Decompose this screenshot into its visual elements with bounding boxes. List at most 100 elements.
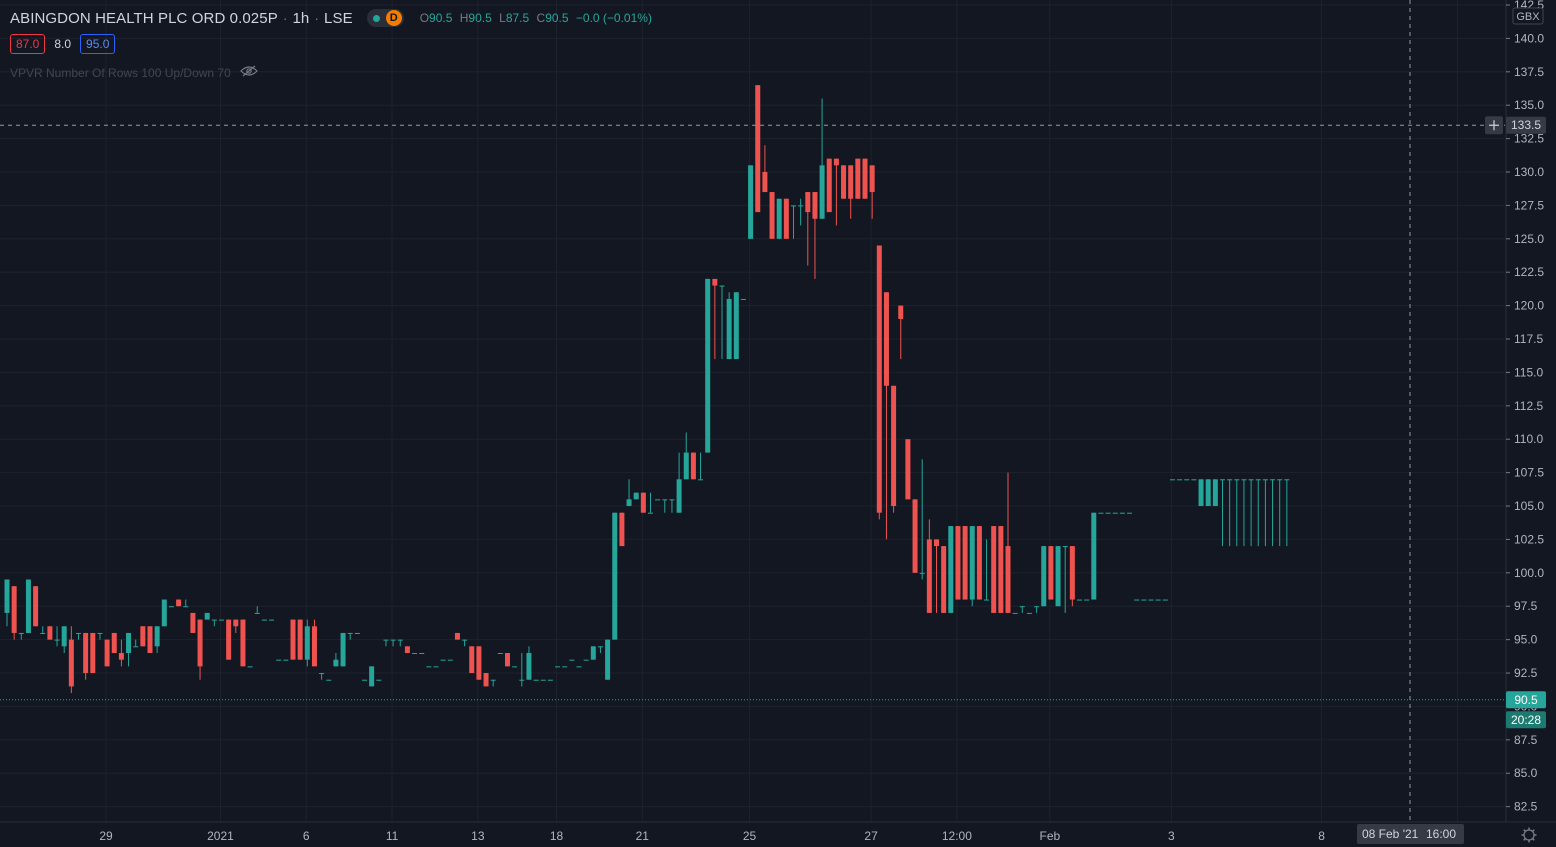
candle [540, 679, 546, 681]
candle [1119, 512, 1125, 514]
candle-body [648, 512, 653, 514]
price-tick-label: 137.5 [1514, 65, 1544, 79]
candle-body [733, 292, 739, 360]
candle-body [261, 619, 267, 621]
ask-price[interactable]: 95.0 [80, 34, 116, 54]
indicator-label[interactable]: VPVR Number Of Rows 100 Up/Down 70 [10, 65, 231, 80]
candle [712, 278, 718, 360]
candle [176, 599, 182, 607]
candle [283, 659, 289, 661]
last-price-tag-bg [1506, 691, 1546, 709]
candle [97, 632, 103, 640]
candle [719, 285, 725, 360]
high-value: 90.5 [468, 11, 492, 25]
candle-body [404, 646, 410, 653]
candle-body [269, 619, 275, 621]
price-axis[interactable]: 82.585.087.590.092.595.097.5100.0102.510… [1505, 0, 1556, 822]
candle-body [626, 499, 632, 507]
candle [347, 632, 353, 640]
candle-body [104, 639, 110, 667]
gear-tooth [1532, 838, 1535, 841]
price-tick-label: 92.5 [1514, 666, 1538, 680]
candle [605, 639, 611, 680]
candle-body [898, 305, 904, 319]
candle [1255, 479, 1261, 547]
currency-box[interactable] [1512, 7, 1544, 25]
candle [447, 659, 453, 661]
candle-body [848, 165, 854, 199]
candle [419, 652, 425, 654]
candle-body [97, 632, 103, 634]
candle-body [698, 479, 704, 481]
candle-body [276, 659, 282, 661]
candle [290, 619, 296, 660]
candle-body [526, 652, 532, 680]
candle [397, 639, 403, 647]
interval-label[interactable]: 1h [292, 9, 310, 27]
candle [769, 192, 775, 239]
candle-body [569, 659, 575, 661]
price-tick-label: 117.5 [1514, 332, 1543, 346]
candle-body [454, 632, 460, 640]
indicator-legend[interactable]: VPVR Number Of Rows 100 Up/Down 70 [10, 65, 258, 80]
eye-crossed-icon[interactable] [239, 65, 258, 80]
candle [1220, 479, 1225, 547]
time-tick-label: 8 [1318, 829, 1325, 843]
settings-gear-icon[interactable] [1521, 827, 1537, 843]
candle-body [54, 639, 60, 641]
candle [1005, 472, 1011, 613]
candle [969, 526, 975, 607]
candle-body [612, 512, 618, 640]
candle [905, 439, 911, 500]
candle-body [805, 192, 811, 213]
candle-body [1069, 546, 1075, 600]
crosshair [0, 0, 1505, 822]
exchange-label[interactable]: LSE [324, 9, 353, 27]
candle-body [798, 205, 804, 207]
candle [33, 586, 39, 627]
candle [984, 539, 990, 601]
add-alert-plus-icon[interactable] [1485, 116, 1503, 135]
candle [1041, 546, 1047, 607]
candle [333, 652, 339, 667]
candle-body [319, 673, 325, 675]
candle [791, 205, 796, 239]
candle-body [1019, 606, 1025, 608]
candle-body [841, 165, 847, 199]
time-tick-label: 13 [471, 829, 485, 843]
candle-body [1169, 479, 1175, 481]
candle-body [934, 539, 939, 547]
candle [862, 158, 868, 199]
symbol-name[interactable]: ABINGDON HEALTH PLC ORD 0.025P [10, 9, 278, 27]
gear-tooth [1532, 829, 1535, 832]
candle [1227, 479, 1233, 547]
candle-body [919, 572, 925, 574]
candle [569, 659, 575, 661]
candle [497, 652, 503, 654]
market-status[interactable]: D [366, 9, 404, 27]
candle-body [891, 385, 897, 507]
candle [1084, 599, 1090, 601]
bid-price[interactable]: 87.0 [10, 34, 46, 54]
candle-body [590, 646, 596, 660]
price-tick-label: 95.0 [1514, 633, 1538, 647]
time-tick-label: 6 [303, 829, 310, 843]
delayed-badge[interactable]: D [385, 10, 402, 26]
candle [1069, 546, 1075, 607]
market-open-dot-icon [372, 14, 380, 22]
candle-body [204, 612, 210, 620]
time-tick-label: 21 [636, 829, 650, 843]
candle [211, 619, 217, 627]
candle-body [512, 666, 518, 668]
candle-body [1055, 546, 1061, 607]
candle [1148, 599, 1154, 601]
candle [204, 612, 210, 620]
candle [297, 619, 303, 660]
candle-body [290, 619, 296, 660]
candle-body [1198, 479, 1204, 507]
currency-label: GBX [1516, 11, 1540, 23]
candle-body [219, 619, 224, 621]
